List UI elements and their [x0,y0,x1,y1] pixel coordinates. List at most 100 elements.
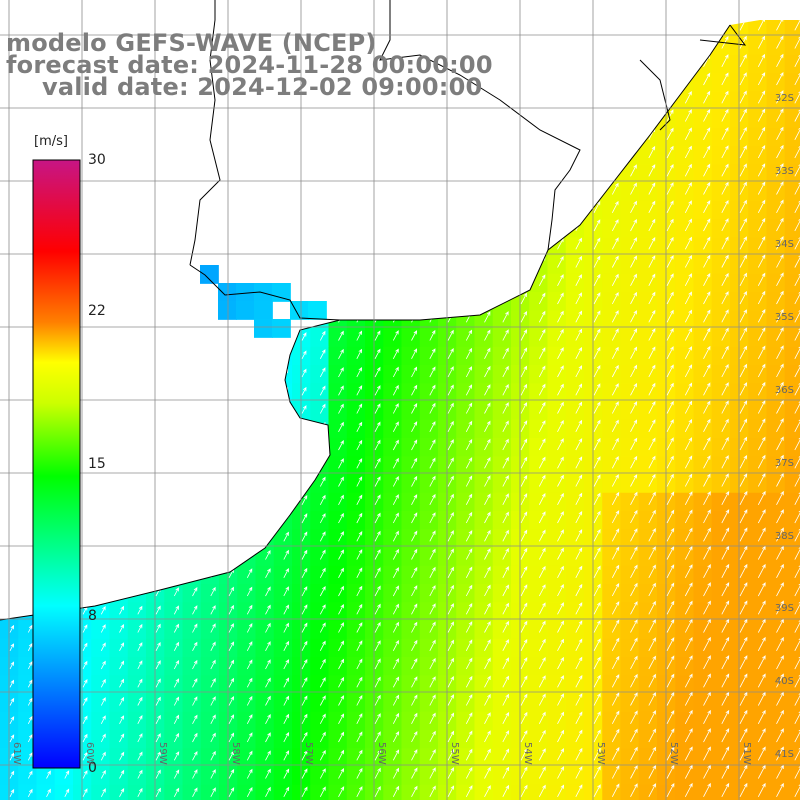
wind-speed-cell [766,328,786,348]
wind-arrow [684,564,693,578]
wind-speed-cell [638,547,658,567]
wind-arrow [484,20,491,31]
wind-speed-cell [182,584,202,603]
wind-speed-cell [365,584,384,603]
wind-speed-cell [638,784,658,800]
wind-speed-cell [365,200,384,220]
wind-arrow [173,387,179,396]
wind-arrow [265,641,271,651]
wind-arrow [192,387,197,396]
wind-speed-cell [310,164,330,184]
wind-arrow [155,550,161,560]
wind-arrow [82,261,87,268]
wind-speed-cell [164,474,184,494]
wind-arrow [28,7,31,12]
wind-speed-cell [182,730,202,749]
wind-arrow [557,20,564,31]
wind-arrow [356,585,363,597]
wind-arrow [82,388,87,396]
wind-arrow [283,131,288,140]
wind-arrow [520,657,528,670]
wind-speed-cell [346,748,366,768]
wind-arrow [502,165,509,177]
wind-speed-cell [711,584,731,603]
wind-arrow [465,129,472,140]
wind-arrow [721,199,729,213]
wind-speed-cell [109,602,129,622]
wind-arrow [100,551,106,560]
wind-arrow [229,6,232,12]
wind-arrow [119,733,125,743]
wind-arrow [484,365,491,378]
wind-arrow [137,133,142,140]
wind-arrow [447,475,454,487]
wind-arrow [611,164,619,177]
wind-arrow [27,261,32,268]
wind-speed-cell [91,328,111,348]
wind-speed-cell [237,620,257,640]
wind-arrow [82,423,88,432]
wind-speed-cell [146,529,165,549]
wind-arrow [173,242,179,250]
wind-speed-cell [36,784,56,800]
wind-arrow [265,677,271,688]
wind-arrow [703,691,711,706]
wind-arrow [739,236,747,250]
wind-arrow [210,605,216,615]
wind-arrow [575,237,582,250]
wind-speed-cell [456,219,476,238]
wind-speed-cell [620,675,640,695]
wind-speed-cell [255,638,275,658]
wind-speed-cell [730,693,749,713]
wind-speed-cell [127,438,147,457]
wind-arrow [374,148,381,159]
wind-speed-cell [182,529,202,549]
wind-arrow [356,348,363,359]
wind-speed-cell [182,328,202,348]
wind-arrow [411,730,418,743]
wind-speed-cell [748,584,768,603]
wind-speed-cell [237,657,257,676]
wind-speed-cell [383,328,403,348]
wind-arrow [246,205,252,213]
wind-arrow [666,200,674,213]
wind-arrow [557,602,564,615]
wind-speed-cell [438,693,457,713]
wind-arrow [538,438,546,451]
wind-arrow [83,7,86,12]
wind-speed-cell [54,109,74,129]
wind-speed-cell [675,620,695,640]
wind-speed-cell [182,109,202,129]
wind-speed-cell [766,584,786,603]
wind-speed-cell [766,346,786,366]
wind-speed-cell [766,511,786,530]
wind-arrow [429,220,436,232]
wind-arrow [82,678,88,688]
wind-arrow [739,655,748,670]
wind-speed-cell [383,438,403,457]
wind-speed-cell [511,438,530,457]
wind-speed-cell [255,784,275,800]
wind-arrow [593,55,601,67]
wind-arrow [721,782,730,797]
wind-arrow [520,292,528,305]
wind-speed-cell [346,109,366,129]
wind-arrow [502,438,509,451]
wind-speed-cell [456,547,476,567]
wind-arrow [465,566,473,578]
wind-speed-cell [310,0,329,19]
wind-speed-cell [328,675,348,695]
wind-speed-cell [456,237,476,257]
wind-arrow [411,785,418,797]
wind-speed-cell [237,182,257,202]
wind-speed-cell [0,273,19,293]
wind-arrow [82,352,87,359]
wind-arrow [429,184,436,195]
wind-speed-cell [91,0,110,19]
wind-speed-cell [711,602,731,622]
wind-speed-cell [236,283,255,302]
wind-arrow [301,350,307,359]
wind-speed-cell [438,784,457,800]
wind-arrow [283,604,289,615]
wind-arrow [757,472,766,487]
